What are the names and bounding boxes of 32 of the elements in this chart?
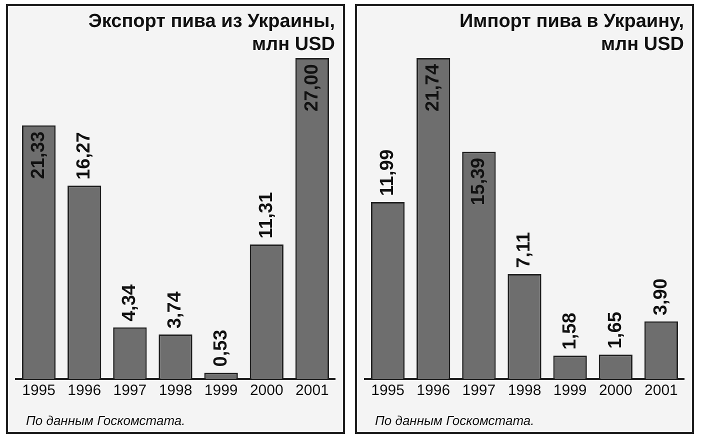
x-tick-label: 1998 xyxy=(508,382,542,400)
data-label: 27,00 xyxy=(301,64,322,112)
x-tick-label: 2000 xyxy=(250,382,284,400)
data-label: 1,58 xyxy=(559,312,580,350)
data-label: 0,53 xyxy=(210,330,232,367)
x-tick-label: 1998 xyxy=(158,382,192,400)
data-label: 11,31 xyxy=(256,192,277,239)
x-tick-label: 2001 xyxy=(296,382,329,400)
data-label: 3,74 xyxy=(164,291,186,329)
data-label: 3,90 xyxy=(650,278,672,316)
x-tick-label: 2000 xyxy=(598,382,632,400)
data-label: 15,39 xyxy=(468,158,490,206)
data-label: 11,99 xyxy=(377,149,398,196)
data-label: 1,65 xyxy=(604,311,626,349)
text: По данным Госкомстата. xyxy=(26,413,186,428)
chart-title: Экспорт пива из Украины, млн USD xyxy=(87,10,335,56)
x-tick-label: 1999 xyxy=(553,382,587,400)
chart-title: Импорт пива в Украину, млн USD xyxy=(458,10,684,56)
data-label: 16,27 xyxy=(74,132,95,180)
data-label: 4,34 xyxy=(119,284,140,322)
x-tick-label: 1997 xyxy=(462,382,496,400)
x-tick-label: 1997 xyxy=(113,382,147,400)
data-label: 21,74 xyxy=(422,64,444,112)
text: По данным Госкомстата. xyxy=(375,413,534,428)
x-tick-label: 1996 xyxy=(416,382,450,400)
x-tick-label: 1996 xyxy=(68,382,102,400)
data-label: 7,11 xyxy=(514,232,535,268)
x-tick-label: 1995 xyxy=(22,382,56,400)
x-tick-label: 2001 xyxy=(644,382,678,400)
x-tick-label: 1999 xyxy=(204,382,238,400)
data-label: 21,33 xyxy=(28,131,50,179)
x-tick-label: 1995 xyxy=(371,382,404,400)
